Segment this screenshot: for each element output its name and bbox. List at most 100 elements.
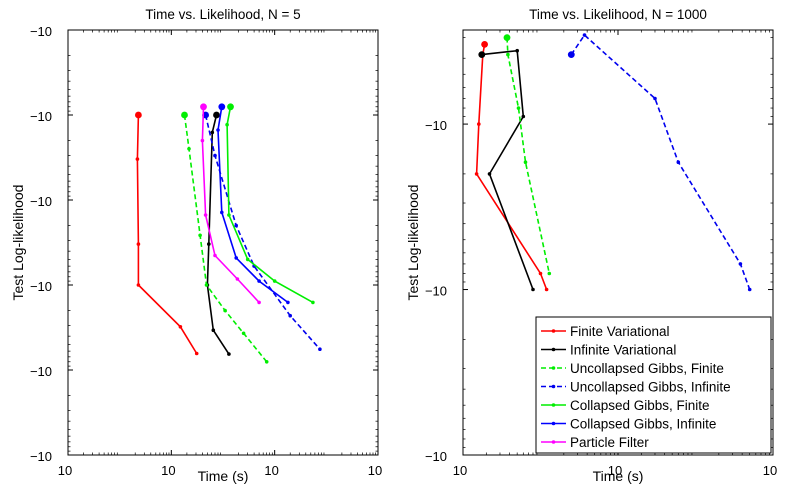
series-line xyxy=(570,33,751,290)
data-point xyxy=(738,262,743,266)
y-tick-label: −10 xyxy=(425,284,447,299)
y-tick-label: −10 xyxy=(30,364,52,379)
data-point xyxy=(521,114,526,119)
y-axis-label: Test Log-likelihood xyxy=(10,185,26,301)
legend: Finite Variational Infinite Variational Un… xyxy=(535,316,772,454)
y-tick-label: −10 xyxy=(30,449,52,464)
data-point xyxy=(225,122,229,127)
legend-marker xyxy=(551,421,556,426)
y-tick-label: −10 xyxy=(30,109,52,124)
data-point xyxy=(211,328,216,333)
y-tick-label: −10 xyxy=(30,279,52,294)
data-point xyxy=(676,160,681,164)
legend-marker xyxy=(551,329,556,333)
data-point xyxy=(503,34,511,41)
data-point xyxy=(213,253,217,258)
left-chart: Time vs. Likelihood, N = 510−2100102104−… xyxy=(10,7,382,484)
data-point xyxy=(257,300,261,305)
data-point xyxy=(235,277,240,281)
legend-entry: Collapsed Gibbs, Infinite xyxy=(570,417,716,432)
data-point xyxy=(506,52,510,57)
data-point xyxy=(200,103,207,111)
legend-marker xyxy=(551,440,556,444)
x-tick-label: 10 xyxy=(453,463,467,478)
x-tick-label: 10 xyxy=(161,463,175,478)
data-point xyxy=(210,130,215,135)
data-point xyxy=(136,242,141,246)
data-point xyxy=(227,103,234,111)
data-point xyxy=(257,279,261,283)
legend-marker xyxy=(551,347,556,352)
data-point xyxy=(181,111,188,119)
data-point xyxy=(136,283,141,287)
data-point xyxy=(474,172,479,176)
data-point xyxy=(264,360,269,364)
data-point xyxy=(204,283,209,287)
data-point xyxy=(516,106,521,110)
data-point xyxy=(194,351,199,356)
series-line xyxy=(201,106,260,303)
plot-area xyxy=(474,33,752,292)
data-point xyxy=(234,223,238,228)
series-line xyxy=(226,106,314,304)
right-chart: Time vs. Likelihood, N = 1000102104106−1… xyxy=(405,7,777,484)
data-point xyxy=(288,313,293,318)
data-point xyxy=(218,103,226,111)
series-line xyxy=(136,114,198,354)
data-point xyxy=(207,242,211,246)
data-point xyxy=(523,160,528,164)
data-point xyxy=(487,172,492,176)
data-point xyxy=(216,128,220,132)
data-point xyxy=(547,271,552,276)
series-line xyxy=(506,37,551,274)
x-tick-label: 10 xyxy=(608,463,622,478)
legend-marker xyxy=(551,366,556,370)
data-point xyxy=(286,300,290,305)
data-point xyxy=(200,138,205,143)
data-point xyxy=(187,147,191,151)
legend-marker xyxy=(551,403,556,407)
x-axis-label: Time (s) xyxy=(593,468,644,484)
data-point xyxy=(227,213,231,217)
series-line xyxy=(183,114,268,363)
x-tick-label: 10 xyxy=(763,463,777,478)
y-tick-label: −10 xyxy=(30,24,52,39)
chart-title: Time vs. Likelihood, N = 5 xyxy=(145,7,300,22)
series-line xyxy=(481,49,534,290)
data-point xyxy=(223,308,227,313)
legend-entry: Uncollapsed Gibbs, Infinite xyxy=(570,380,731,395)
axes-frame xyxy=(67,29,379,456)
y-axis-label: Test Log-likelihood xyxy=(405,185,421,301)
data-point xyxy=(567,51,575,58)
y-tick-label: −10 xyxy=(425,118,447,133)
data-point xyxy=(318,347,322,352)
x-tick-label: 10 xyxy=(368,463,382,478)
data-point xyxy=(135,157,140,161)
data-point xyxy=(213,153,217,158)
data-point xyxy=(544,287,549,292)
legend-entry: Particle Filter xyxy=(570,435,649,450)
data-point xyxy=(478,51,486,58)
data-point xyxy=(135,111,142,119)
data-point xyxy=(311,300,315,305)
legend-entry: Collapsed Gibbs, Finite xyxy=(570,398,710,413)
data-point xyxy=(227,352,231,356)
x-tick-label: 10 xyxy=(264,463,278,478)
data-point xyxy=(220,210,224,215)
data-point xyxy=(582,33,587,37)
series-line xyxy=(204,114,321,350)
data-point xyxy=(538,271,543,276)
legend-entry: Infinite Variational xyxy=(570,343,676,358)
data-point xyxy=(531,287,535,292)
legend-marker xyxy=(551,384,556,389)
data-point xyxy=(515,48,519,53)
x-axis-label: Time (s) xyxy=(198,468,249,484)
y-tick-label: −10 xyxy=(30,194,52,209)
legend-entry: Uncollapsed Gibbs, Finite xyxy=(570,361,724,376)
legend-entry: Finite Variational xyxy=(570,324,670,339)
series-line xyxy=(475,44,548,290)
data-point xyxy=(213,111,220,119)
data-point xyxy=(481,41,488,48)
data-point xyxy=(198,233,202,238)
plot-area xyxy=(135,103,322,364)
